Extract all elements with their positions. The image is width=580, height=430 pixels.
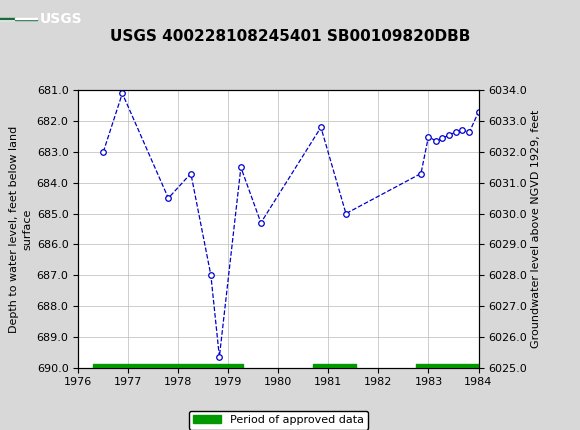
Bar: [14, 19, 37, 20]
Bar: [14, 18, 37, 19]
Y-axis label: Depth to water level, feet below land
surface: Depth to water level, feet below land su…: [9, 126, 32, 332]
Text: USGS: USGS: [39, 12, 82, 26]
Text: USGS 400228108245401 SB00109820DBB: USGS 400228108245401 SB00109820DBB: [110, 29, 470, 44]
Bar: [0, 19, 14, 20]
Bar: [0, 18, 14, 19]
Y-axis label: Groundwater level above NGVD 1929, feet: Groundwater level above NGVD 1929, feet: [531, 110, 541, 348]
Legend: Period of approved data: Period of approved data: [188, 411, 368, 430]
